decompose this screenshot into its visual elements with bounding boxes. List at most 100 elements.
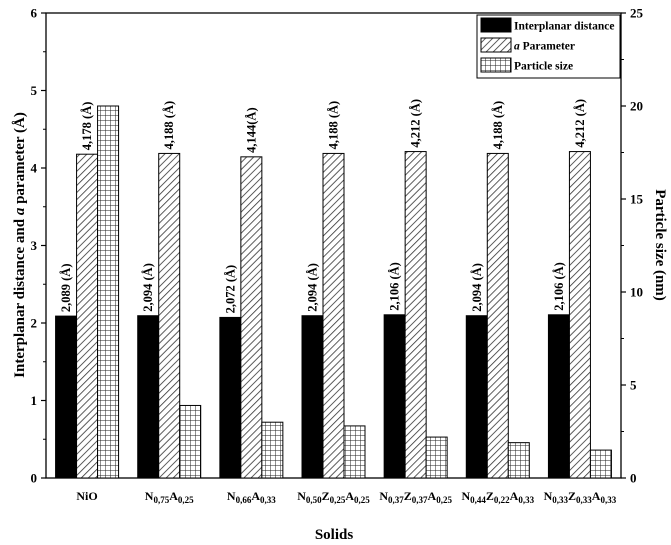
x-tick-text: Z: [486, 489, 494, 503]
bar-diagonal: [322, 152, 345, 479]
subscript: 0,33: [552, 495, 568, 505]
data-label: 2,106 (Å): [388, 262, 402, 311]
x-tick-label: NiO: [76, 489, 97, 503]
bar-grid: [179, 404, 202, 479]
legend-swatch-diagonal: [480, 37, 512, 53]
y-tick-label: 6: [31, 6, 38, 21]
data-label: 2,094 (Å): [306, 263, 320, 312]
data-label: 2,094 (Å): [141, 263, 155, 312]
data-label: 4,212 (Å): [573, 99, 587, 148]
legend-label-part: a: [514, 41, 520, 53]
legend: Interplanar distance a Parameter Particle …: [476, 14, 621, 79]
subscript: 0,66: [236, 495, 252, 505]
bar-solid: [547, 314, 570, 479]
subscript: 0,37: [412, 495, 428, 505]
y-tick-label: 0: [31, 471, 38, 486]
subscript: 0,22: [494, 495, 510, 505]
bar-solid: [55, 315, 78, 479]
y2-axis-title: Particle size (nm): [652, 189, 668, 301]
x-tick-text: N: [379, 489, 388, 503]
subscript: 0,33: [518, 495, 534, 505]
subscript: 0,25: [354, 495, 370, 505]
bar-solid: [383, 314, 406, 479]
y-tick-label: 3: [31, 238, 38, 253]
y-tick-label: 1: [31, 393, 38, 408]
data-label: 2,089 (Å): [59, 263, 73, 312]
subscript: 0,33: [260, 495, 276, 505]
data-label: 4,144(Å): [244, 107, 258, 152]
y2-tick-label: 20: [630, 99, 643, 114]
y2-tick-label: 10: [630, 285, 643, 300]
subscript: 0,75: [153, 495, 169, 505]
subscript: 0,33: [600, 495, 616, 505]
subscript: 0,44: [470, 495, 486, 505]
legend-label: Interplanar distance: [514, 21, 614, 33]
x-tick-text: A: [251, 489, 260, 503]
bar-grid: [343, 425, 366, 479]
x-tick-label: N0,37Z0,37A0,25: [379, 489, 452, 505]
subscript: 0,33: [576, 495, 592, 505]
bar-solid: [301, 315, 324, 479]
y-axis-title-part: parameter (Å): [12, 112, 28, 208]
y-axis-title: Interplanar distance and a parameter (Å): [12, 112, 28, 378]
y2-tick-label: 25: [630, 6, 644, 21]
x-tick-text: N: [544, 489, 553, 503]
legend-swatch-grid: [480, 57, 512, 73]
subscript: 0,25: [178, 495, 194, 505]
x-tick-text: Z: [568, 489, 576, 503]
bars: [55, 105, 612, 479]
bar-grid: [589, 449, 612, 479]
left-axis: 0 1 2 3 4 5 6: [31, 6, 46, 486]
bar-grid: [261, 421, 284, 479]
subscript: 0,37: [388, 495, 404, 505]
data-label: 2,072 (Å): [223, 265, 237, 314]
x-tick-text: A: [169, 489, 178, 503]
y-axis-title-part: a: [12, 207, 28, 215]
data-label: 4,188 (Å): [327, 101, 341, 150]
x-tick-text: N: [297, 489, 306, 503]
x-tick-label: N0,44Z0,22A0,33: [461, 489, 534, 505]
bar-grid: [97, 105, 120, 479]
x-tick-label: N0,33Z0,33A0,33: [544, 489, 617, 505]
bar-diagonal: [486, 152, 509, 479]
data-label: 4,188 (Å): [162, 101, 176, 150]
legend-swatch-solid: [480, 17, 512, 33]
x-tick-text: Z: [322, 489, 330, 503]
data-label: 4,188 (Å): [491, 101, 505, 150]
data-label: 2,106 (Å): [552, 262, 566, 311]
x-tick-text: A: [592, 489, 601, 503]
subscript: 0,25: [436, 495, 452, 505]
x-tick-text: A: [510, 489, 519, 503]
legend-label: Particle size: [514, 61, 573, 73]
y2-tick-label: 15: [630, 192, 644, 207]
x-tick-text: NiO: [76, 489, 97, 503]
bar-solid: [465, 315, 488, 479]
data-label: 4,178 (Å): [80, 102, 94, 151]
y-tick-label: 5: [31, 83, 38, 98]
subscript: 0,50: [306, 495, 322, 505]
y-tick-label: 4: [31, 161, 38, 176]
y-axis-title-part: Interplanar distance and: [12, 215, 28, 378]
y-tick-label: 2: [31, 316, 38, 331]
bar-diagonal: [158, 152, 181, 479]
data-label: 2,094 (Å): [470, 263, 484, 312]
x-axis-categories: NiO N0,75A0,25 N0,66A0,33 N0,50Z0,25A0,25 N0…: [76, 489, 616, 505]
x-tick-text: N: [145, 489, 154, 503]
right-axis: 0 5 10 15 20 25: [621, 6, 644, 486]
x-axis-title: Solids: [315, 527, 354, 543]
x-tick-text: N: [461, 489, 470, 503]
bar-solid: [219, 316, 242, 479]
bar-grid: [507, 442, 530, 479]
x-tick-text: Z: [404, 489, 412, 503]
data-labels: 2,089 (Å) 4,178 (Å) 2,094 (Å) 4,188 (Å) 2,07…: [59, 99, 587, 313]
x-tick-label: N0,66A0,33: [227, 489, 276, 505]
bar-solid: [137, 315, 160, 479]
bar-diagonal: [568, 151, 591, 479]
bar-diagonal: [404, 151, 427, 479]
bar-diagonal: [240, 156, 263, 479]
x-tick-text: N: [227, 489, 236, 503]
legend-label: a Parameter: [514, 41, 575, 53]
x-tick-text: A: [428, 489, 437, 503]
x-tick-label: N0,75A0,25: [145, 489, 194, 505]
